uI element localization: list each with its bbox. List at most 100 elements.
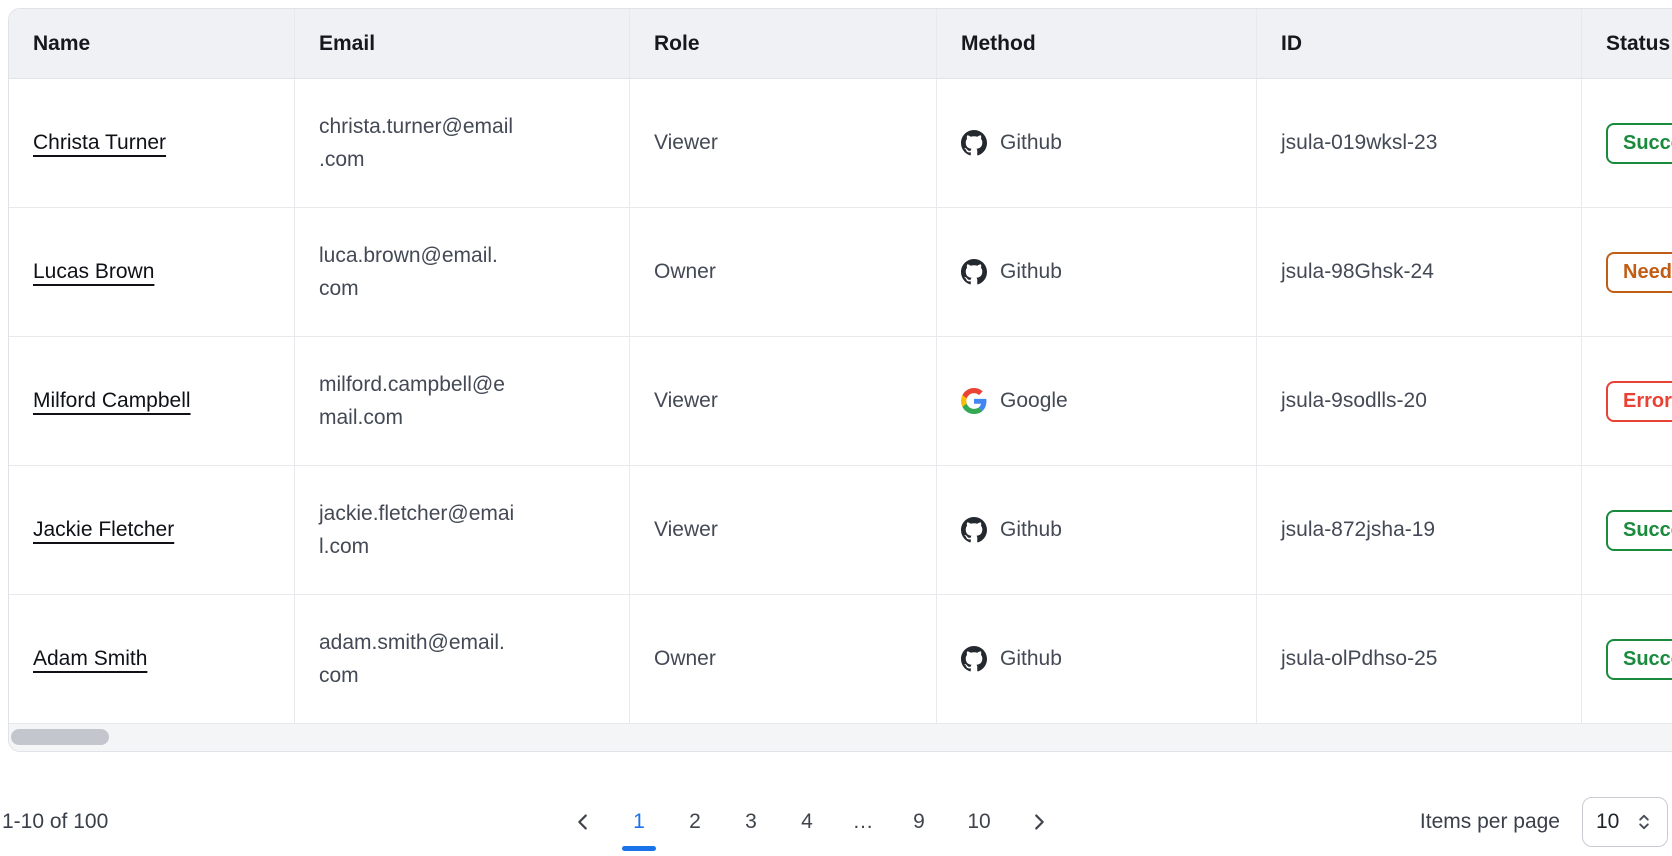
pagination-range: 1-10 of 100 (2, 810, 109, 833)
table-row: Milford Campbell milford.campbell@e mail.… (9, 337, 1672, 466)
method-text: Google (1000, 389, 1068, 412)
id-cell: jsula-olPdhso-25 (1256, 595, 1581, 723)
column-header-status: Status (1581, 9, 1672, 78)
status-cell: Success (1581, 466, 1672, 594)
chevron-left-icon (578, 814, 587, 830)
page-button-1[interactable]: 1 (621, 798, 657, 846)
items-per-page-label: Items per page (1419, 810, 1560, 833)
role-cell: Viewer (629, 337, 936, 465)
status-cell: Success (1581, 79, 1672, 207)
user-name-link[interactable]: Christa Turner (33, 131, 167, 154)
email-cell: adam.smith@email. com (294, 595, 629, 723)
horizontal-scrollbar[interactable] (9, 724, 1672, 751)
email-text: adam.smith@email. com (319, 631, 505, 687)
email-cell: jackie.fletcher@emai l.com (294, 466, 629, 594)
id-text: jsula-98Ghsk-24 (1281, 260, 1434, 283)
role-text: Owner (654, 647, 716, 670)
github-icon (961, 517, 987, 543)
table-body: Christa Turner christa.turner@email .com … (9, 79, 1672, 724)
id-text: jsula-872jsha-19 (1281, 518, 1436, 541)
email-cell: milford.campbell@e mail.com (294, 337, 629, 465)
page-button-10[interactable]: 10 (957, 798, 1001, 846)
method-cell: Github (936, 208, 1256, 336)
method-text: Github (1000, 260, 1062, 283)
role-text: Viewer (654, 389, 718, 412)
name-cell: Jackie Fletcher (9, 466, 294, 594)
name-cell: Lucas Brown (9, 208, 294, 336)
table-row: Adam Smith adam.smith@email. com Owner Gi… (9, 595, 1672, 724)
name-cell: Christa Turner (9, 79, 294, 207)
id-cell: jsula-872jsha-19 (1256, 466, 1581, 594)
name-cell: Milford Campbell (9, 337, 294, 465)
github-icon (961, 259, 987, 285)
status-cell: Error (1581, 337, 1672, 465)
email-cell: christa.turner@email .com (294, 79, 629, 207)
method-text: Github (1000, 131, 1062, 154)
id-text: jsula-9sodlls-20 (1281, 389, 1427, 412)
name-cell: Adam Smith (9, 595, 294, 723)
email-cell: luca.brown@email. com (294, 208, 629, 336)
github-icon (961, 646, 987, 672)
page-list: 1 2 3 4 … 9 10 (621, 798, 1001, 846)
status-cell: Success (1581, 595, 1672, 723)
email-text: jackie.fletcher@emai l.com (319, 502, 515, 558)
next-page-button[interactable] (1021, 798, 1057, 846)
column-header-role: Role (629, 9, 936, 78)
status-badge: Success (1606, 638, 1672, 680)
table-row: Jackie Fletcher jackie.fletcher@emai l.co… (9, 466, 1672, 595)
table-row: Christa Turner christa.turner@email .com … (9, 79, 1672, 208)
column-header-name: Name (33, 31, 91, 55)
method-cell: Github (936, 595, 1256, 723)
column-header-id: ID (1256, 9, 1581, 78)
id-cell: jsula-9sodlls-20 (1256, 337, 1581, 465)
column-header-method: Method (936, 9, 1256, 78)
user-name-link[interactable]: Lucas Brown (33, 260, 155, 283)
email-text: christa.turner@email .com (319, 115, 514, 171)
role-cell: Owner (629, 595, 936, 723)
status-badge: Success (1606, 509, 1672, 551)
items-per-page: Items per page 10 (1419, 797, 1668, 847)
user-name-link[interactable]: Jackie Fletcher (33, 518, 175, 541)
id-text: jsula-019wksl-23 (1281, 131, 1438, 154)
page-button-3[interactable]: 3 (733, 798, 769, 846)
page-button-4[interactable]: 4 (789, 798, 825, 846)
id-cell: jsula-019wksl-23 (1256, 79, 1581, 207)
table-header-row: Name Email Role Method ID Status (9, 9, 1672, 79)
users-table-card: Name Email Role Method ID Status Christa… (8, 8, 1672, 752)
pagination-bar: 1-10 of 100 1 2 3 4 … 9 10 Items per page 10 (0, 797, 1672, 847)
items-per-page-value: 10 (1596, 810, 1620, 833)
table-row: Lucas Brown luca.brown@email. com Owner G… (9, 208, 1672, 337)
column-header-email: Email (294, 9, 629, 78)
items-per-page-select[interactable]: 10 (1582, 797, 1668, 847)
status-badge: Needs action (1606, 251, 1672, 293)
role-cell: Viewer (629, 466, 936, 594)
chevron-right-icon (1035, 814, 1044, 830)
role-text: Viewer (654, 131, 718, 154)
method-cell: Github (936, 466, 1256, 594)
role-text: Viewer (654, 518, 718, 541)
unfold-more-icon (1639, 814, 1649, 830)
role-cell: Viewer (629, 79, 936, 207)
id-cell: jsula-98Ghsk-24 (1256, 208, 1581, 336)
previous-page-button[interactable] (565, 798, 601, 846)
status-badge: Success (1606, 122, 1672, 164)
github-icon (961, 130, 987, 156)
page-button-2[interactable]: 2 (677, 798, 713, 846)
status-cell: Needs action (1581, 208, 1672, 336)
method-text: Github (1000, 518, 1062, 541)
id-text: jsula-olPdhso-25 (1281, 647, 1438, 670)
page-button-9[interactable]: 9 (901, 798, 937, 846)
user-name-link[interactable]: Adam Smith (33, 647, 148, 670)
method-cell: Google (936, 337, 1256, 465)
role-text: Owner (654, 260, 716, 283)
role-cell: Owner (629, 208, 936, 336)
scrollbar-thumb[interactable] (11, 729, 109, 745)
email-text: luca.brown@email. com (319, 244, 498, 300)
email-text: milford.campbell@e mail.com (319, 373, 505, 429)
pagination: 1 2 3 4 … 9 10 (565, 798, 1057, 846)
method-cell: Github (936, 79, 1256, 207)
method-text: Github (1000, 647, 1062, 670)
page-ellipsis: … (845, 798, 881, 846)
user-name-link[interactable]: Milford Campbell (33, 389, 191, 412)
